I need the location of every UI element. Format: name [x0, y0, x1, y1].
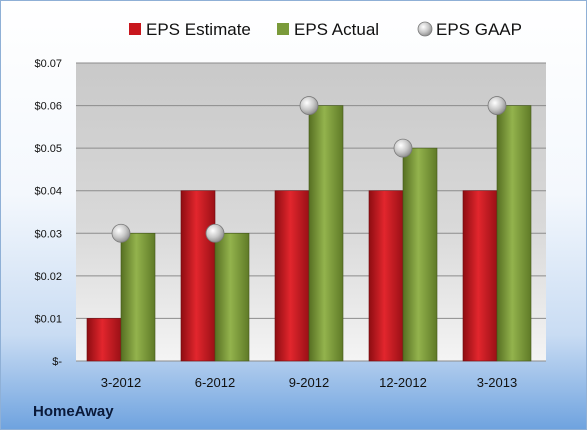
y-axis-ticks: $- $0.01 $0.02 $0.03 $0.04 $0.05 $0.06 $0.07 [34, 58, 62, 368]
legend-label: EPS GAAP [436, 20, 522, 39]
y-tick-label: $0.07 [34, 58, 62, 70]
y-tick-label: $0.04 [34, 186, 62, 198]
y-tick-label: $0.03 [34, 228, 62, 240]
x-tick-label: 3-2013 [477, 375, 517, 390]
x-tick-label: 3-2012 [101, 375, 141, 390]
bars [86, 105, 532, 362]
bar-eps-estimate [180, 190, 216, 362]
legend-label: EPS Actual [294, 20, 379, 39]
marker-eps-gaap [205, 223, 225, 243]
y-tick-label: $0.02 [34, 271, 62, 283]
y-tick-label: $- [52, 356, 62, 368]
y-tick-label: $0.06 [34, 101, 62, 113]
marker-eps-gaap [487, 96, 507, 115]
legend: EPS Estimate EPS Actual EPS GAAP [129, 20, 522, 39]
company-name: HomeAway [33, 403, 114, 420]
bar-eps-estimate [368, 190, 404, 362]
x-axis-labels: 3-2012 6-2012 9-2012 12-2012 3-2013 [101, 375, 517, 390]
bar-eps-estimate [274, 190, 310, 362]
x-tick-label: 12-2012 [379, 375, 427, 390]
bar-eps-actual [120, 232, 156, 362]
legend-swatch-eps-gaap [417, 21, 433, 37]
marker-eps-gaap [111, 223, 131, 243]
bar-eps-actual [402, 147, 438, 362]
legend-swatch-eps-actual [277, 23, 289, 35]
x-tick-label: 6-2012 [195, 375, 235, 390]
gaap-markers [111, 96, 507, 243]
legend-label: EPS Estimate [146, 20, 251, 39]
bar-eps-estimate [462, 190, 498, 362]
x-tick-label: 9-2012 [289, 375, 329, 390]
y-tick-label: $0.05 [34, 143, 62, 155]
y-tick-label: $0.01 [34, 313, 62, 325]
marker-eps-gaap [299, 96, 319, 115]
bar-eps-estimate [86, 318, 122, 362]
marker-eps-gaap [393, 138, 413, 158]
bar-eps-actual [496, 105, 532, 362]
bar-eps-actual [308, 105, 344, 362]
legend-swatch-eps-estimate [129, 23, 141, 35]
bar-eps-actual [214, 232, 250, 362]
